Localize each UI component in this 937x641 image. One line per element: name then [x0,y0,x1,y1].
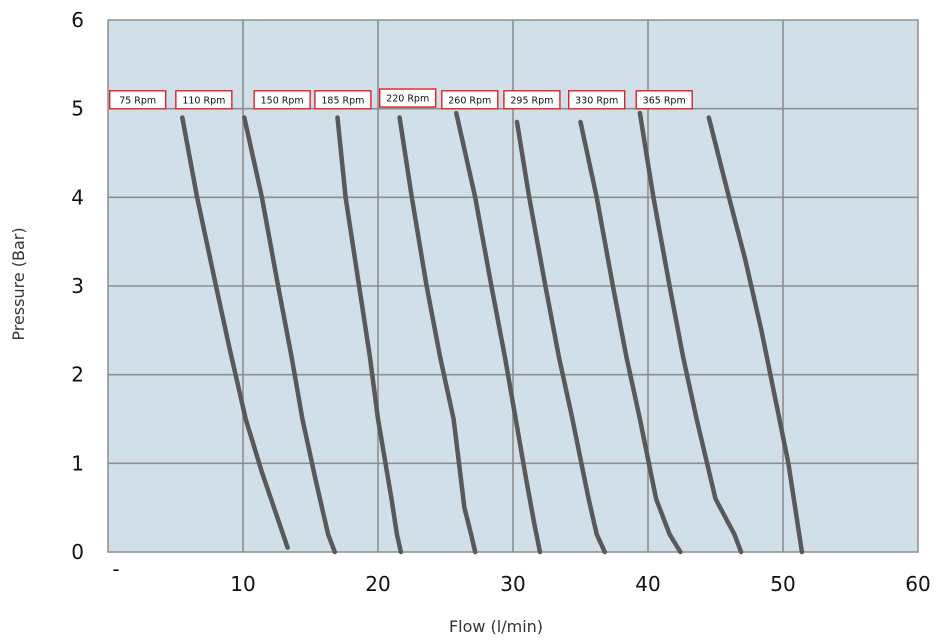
series-label-box [175,90,233,110]
series-label-box [635,90,693,110]
series-label-box [441,90,499,110]
series-label-text: 110 Rpm [182,95,225,106]
x-tick-label: 10 [230,572,255,596]
series-label-box [568,90,626,110]
series-label-box [314,90,372,110]
series-label-box [379,88,437,108]
series-label-box [108,90,167,110]
y-tick-label: 2 [71,363,84,387]
y-tick-label: 5 [71,97,84,121]
x-tick-label: 50 [770,572,795,596]
x-tick-label: - [112,557,119,581]
y-tick-label: 6 [71,8,84,32]
series-label: 295 Rpm [503,90,561,110]
series-label: 150 Rpm [253,90,311,110]
series-label: 185 Rpm [314,90,372,110]
y-tick-label: 0 [71,540,84,564]
series-line [637,110,744,555]
series-label-box [253,90,311,110]
series-label-text: 260 Rpm [448,95,491,106]
series-line [578,119,683,555]
series-label: 110 Rpm [175,90,233,110]
series-label: 220 Rpm [379,88,437,108]
series-label: 75 Rpm [108,90,167,110]
series-label-box [503,90,561,110]
series-label-text: 75 Rpm [119,95,156,106]
series-line [397,115,478,555]
series-label: 260 Rpm [441,90,499,110]
series-labels: 75 Rpm 110 Rpm 150 Rpm 185 Rpm 220 Rpm 260 Rp… [108,88,693,110]
series-line [180,115,290,550]
series-label-text: 365 Rpm [643,95,686,106]
x-tick-label: 30 [500,572,525,596]
axes: - 10 20 30 40 50 60 0 1 2 3 4 5 6 [71,8,930,596]
x-tick-label: 60 [905,572,930,596]
series-label-text: 330 Rpm [575,95,618,106]
series-line [706,115,805,555]
y-tick-label: 3 [71,274,84,298]
series-label-text: 220 Rpm [386,94,429,105]
series-label: 365 Rpm [635,90,693,110]
series-line [454,110,543,555]
y-tick-label: 4 [71,185,84,209]
series-label-text: 185 Rpm [321,95,364,106]
series-line [242,115,338,555]
series-line [335,115,404,555]
series-label: 330 Rpm [568,90,626,110]
series-line [514,119,608,555]
x-tick-label: 20 [365,572,390,596]
y-tick-label: 1 [71,451,84,475]
series-label-text: 295 Rpm [510,95,553,106]
series-lines [180,110,805,555]
series-label-text: 150 Rpm [261,95,304,106]
x-tick-label: 40 [635,572,660,596]
x-axis-label: Flow (l/min) [449,617,543,636]
y-axis-label: Pressure (Bar) [9,227,28,340]
